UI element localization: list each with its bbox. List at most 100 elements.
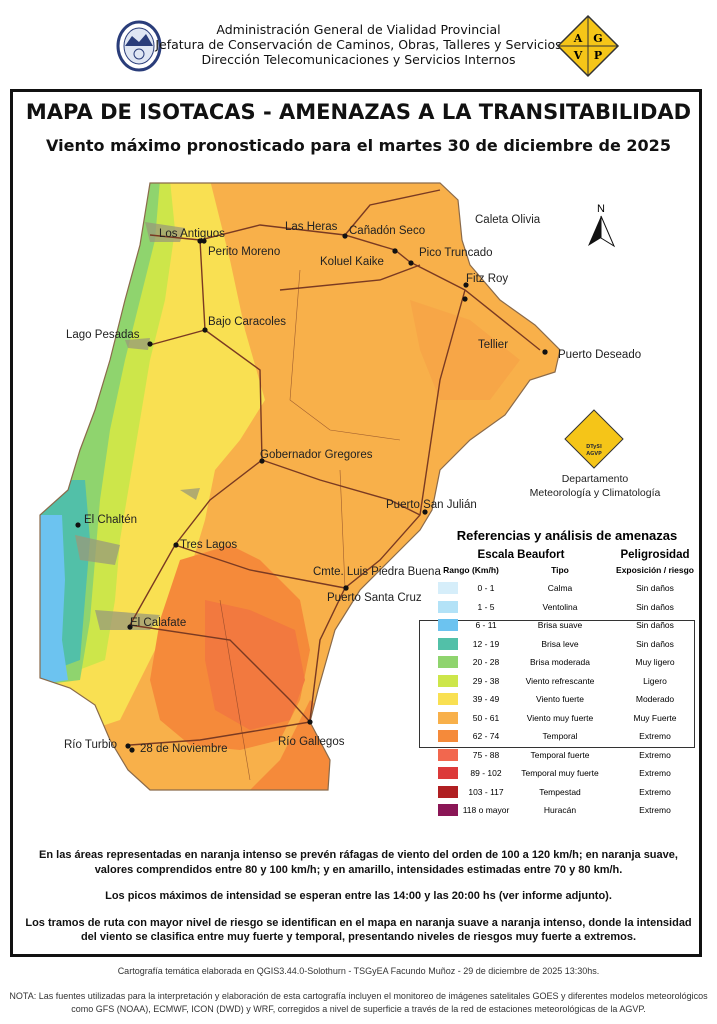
legend-swatch bbox=[438, 600, 458, 613]
dept-logo: DTySI AGVP bbox=[564, 409, 624, 469]
legend-row: 75 - 88 Temporal fuerte Extremo bbox=[432, 746, 702, 765]
city-marker bbox=[462, 296, 468, 302]
city-label: Puerto San Julián bbox=[386, 499, 477, 511]
notes: En las áreas representadas en naranja in… bbox=[20, 848, 697, 957]
legend-row: 29 - 38 Viento refrescante Ligero bbox=[432, 672, 702, 691]
legend-head-scale: Escala Beaufort bbox=[477, 549, 565, 561]
zone-gentle bbox=[40, 515, 68, 690]
sources-note: NOTA: Las fuentes utilizadas para la int… bbox=[9, 991, 708, 1014]
agvp-letter: A bbox=[573, 32, 583, 45]
legend-risk: Sin daños bbox=[636, 638, 674, 649]
city-label: El Chaltén bbox=[84, 514, 137, 526]
city-marker bbox=[422, 509, 428, 515]
legend-type: Viento muy fuerte bbox=[526, 712, 594, 723]
legend-type: Huracán bbox=[543, 805, 577, 816]
legend-type: Calma bbox=[547, 583, 573, 594]
city-marker bbox=[75, 522, 81, 528]
roads bbox=[129, 189, 541, 746]
legend-range: 1 - 5 bbox=[477, 601, 495, 612]
legend-swatch bbox=[438, 637, 458, 650]
dept-logo-text: AGVP bbox=[586, 451, 602, 457]
legend-range: 75 - 88 bbox=[472, 749, 500, 760]
page-title: MAPA DE ISOTACAS - AMENAZAS A LA TRANSIT… bbox=[25, 100, 692, 124]
city-label: Cmte. Luis Piedra Buena bbox=[313, 566, 441, 578]
note-1: En las áreas representadas en naranja in… bbox=[39, 849, 678, 876]
agvp-letter: G bbox=[593, 32, 602, 45]
legend-swatch bbox=[438, 785, 458, 798]
city-label: Río Gallegos bbox=[278, 736, 345, 748]
legend-row: 103 - 117 Tempestad Extremo bbox=[432, 783, 702, 802]
city-label: Río Turbio bbox=[64, 739, 117, 751]
city-label: Pico Truncado bbox=[419, 247, 493, 259]
city-label: 28 de Noviembre bbox=[140, 743, 228, 755]
legend-type: Temporal muy fuerte bbox=[521, 768, 599, 779]
department-line-2: Meteorología y Climatología bbox=[529, 487, 661, 499]
legend-range: 0 - 1 bbox=[477, 583, 495, 594]
north-arrow: N bbox=[588, 203, 616, 248]
header-line-1: Administración General de Vialidad Provi… bbox=[216, 22, 501, 37]
city-marker bbox=[147, 341, 153, 347]
city-marker bbox=[129, 747, 135, 753]
legend-risk: Extremo bbox=[639, 749, 671, 760]
city-label: Puerto Deseado bbox=[558, 349, 641, 361]
legend-row: 50 - 61 Viento muy fuerte Muy Fuerte bbox=[432, 709, 702, 728]
main-frame bbox=[10, 89, 702, 957]
city-marker bbox=[307, 719, 313, 725]
city-labels: Caleta Olivia Los Antiguos Perito Moreno La… bbox=[64, 214, 641, 755]
legend-row: 62 - 74 Temporal Extremo bbox=[432, 727, 702, 746]
city-marker bbox=[463, 282, 469, 288]
city-label: Bajo Caracoles bbox=[208, 316, 286, 328]
city-marker bbox=[343, 585, 349, 591]
city-marker bbox=[202, 327, 208, 333]
legend-type: Viento refrescante bbox=[525, 675, 595, 686]
city-marker bbox=[392, 248, 398, 254]
legend-swatch bbox=[438, 767, 458, 780]
legend-row: 6 - 11 Brisa suave Sin daños bbox=[432, 616, 702, 635]
legend-swatch bbox=[438, 804, 458, 817]
legend-type: Brisa leve bbox=[541, 638, 579, 649]
agvp-letter: P bbox=[594, 49, 602, 62]
legend: Referencias y análisis de amenazas Escal… bbox=[432, 528, 702, 820]
legend-type: Temporal bbox=[542, 731, 578, 742]
city-marker bbox=[173, 542, 179, 548]
note-2: Los picos máximos de intensidad se esper… bbox=[105, 890, 612, 902]
legend-row: 118 o mayor Huracán Extremo bbox=[432, 801, 702, 820]
city-label: Tellier bbox=[478, 339, 508, 351]
legend-range: 6 - 11 bbox=[475, 620, 497, 631]
city-label: Tres Lagos bbox=[180, 539, 237, 551]
legend-col-risk: Exposición / riesgo bbox=[616, 565, 694, 575]
credit: Cartografía temática elaborada en QGIS3.… bbox=[117, 966, 600, 976]
legend-risk: Muy Fuerte bbox=[633, 712, 677, 723]
city-label: Cañadón Seco bbox=[349, 225, 425, 237]
legend-risk: Ligero bbox=[643, 675, 667, 686]
legend-swatch bbox=[438, 619, 458, 632]
legend-row: 0 - 1 Calma Sin daños bbox=[432, 579, 702, 598]
legend-range: 12 - 19 bbox=[472, 638, 500, 649]
legend-range: 118 o mayor bbox=[462, 805, 510, 816]
legend-range: 39 - 49 bbox=[472, 694, 500, 705]
legend-risk: Extremo bbox=[639, 805, 671, 816]
legend-swatch bbox=[438, 656, 458, 669]
legend-risk: Muy ligero bbox=[635, 657, 675, 668]
header-line-3: Dirección Telecomunicaciones y Servicios… bbox=[201, 52, 516, 67]
city-marker bbox=[342, 233, 348, 239]
legend-risk: Sin daños bbox=[636, 583, 674, 594]
legend-type: Brisa moderada bbox=[529, 657, 590, 668]
city-label: Lago Pesadas bbox=[66, 329, 140, 341]
legend-row: 1 - 5 Ventolina Sin daños bbox=[432, 598, 702, 617]
city-marker bbox=[127, 624, 133, 630]
legend-row: 39 - 49 Viento fuerte Moderado bbox=[432, 690, 702, 709]
zone-east bbox=[410, 300, 520, 400]
legend-risk: Extremo bbox=[639, 768, 671, 779]
city-label: Los Antiguos bbox=[159, 228, 225, 240]
legend-row: 12 - 19 Brisa leve Sin daños bbox=[432, 635, 702, 654]
department-label: Departamento Meteorología y Climatología bbox=[520, 472, 670, 500]
legend-col-type: Tipo bbox=[551, 565, 569, 575]
legend-swatch bbox=[438, 674, 458, 687]
note-3: Los tramos de ruta con mayor nivel de ri… bbox=[25, 916, 692, 944]
legend-type: Brisa suave bbox=[537, 620, 583, 631]
province-seal-logo bbox=[116, 20, 162, 72]
legend-title: Referencias y análisis de amenazas bbox=[456, 528, 678, 543]
city-marker bbox=[259, 458, 265, 464]
